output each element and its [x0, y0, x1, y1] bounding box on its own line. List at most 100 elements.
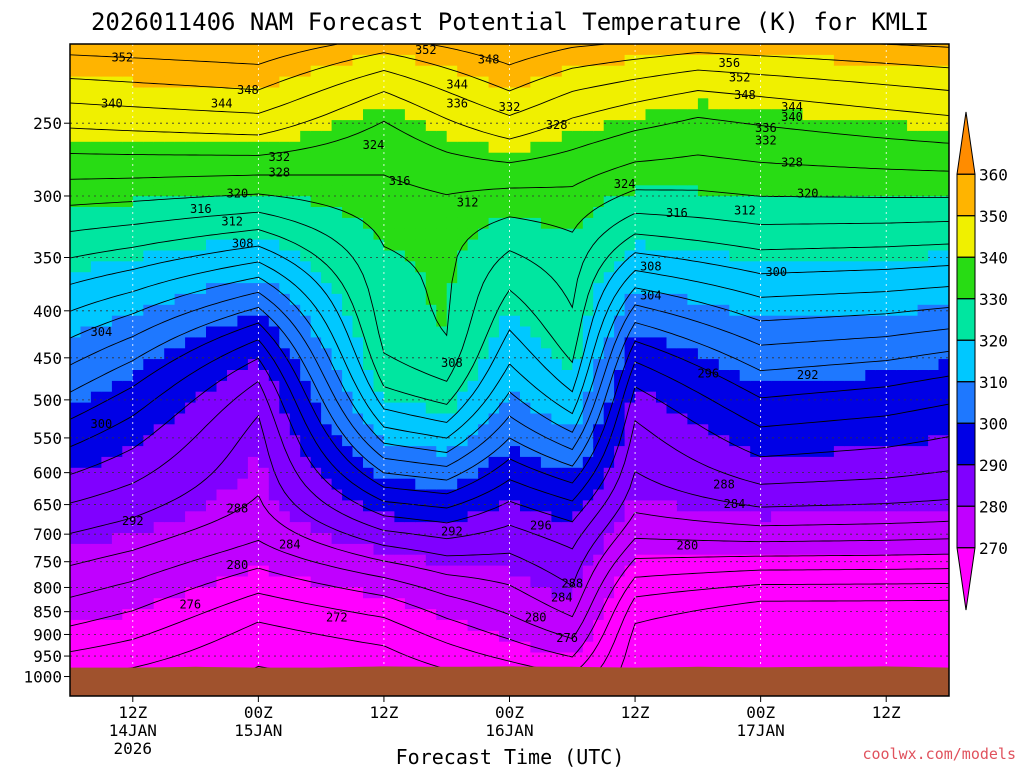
theta-cell — [342, 435, 354, 447]
theta-cell — [802, 543, 814, 556]
theta-cell — [499, 250, 511, 262]
theta-cell — [582, 152, 594, 165]
theta-cell — [530, 141, 542, 154]
theta-cell — [561, 554, 573, 567]
theta-cell — [781, 239, 793, 252]
theta-cell — [509, 44, 521, 56]
theta-cell — [446, 446, 458, 458]
theta-cell — [928, 326, 940, 338]
theta-cell — [404, 370, 416, 382]
theta-cell — [90, 424, 102, 436]
theta-cell — [718, 402, 730, 415]
theta-cell — [457, 141, 469, 154]
theta-cell — [436, 565, 448, 578]
theta-cell — [321, 120, 333, 132]
theta-cell — [436, 98, 448, 110]
theta-cell — [122, 478, 134, 491]
theta-cell — [394, 598, 406, 610]
theta-cell — [268, 152, 280, 165]
theta-cell — [90, 261, 102, 273]
theta-cell — [656, 109, 668, 121]
theta-cell — [70, 109, 82, 121]
theta-cell — [300, 554, 312, 567]
theta-cell — [227, 261, 239, 273]
theta-cell — [227, 141, 239, 154]
theta-cell — [708, 54, 720, 67]
theta-cell — [603, 370, 615, 382]
theta-cell — [875, 239, 887, 252]
theta-cell — [813, 54, 825, 67]
theta-cell — [635, 609, 647, 621]
theta-cell — [174, 424, 186, 436]
theta-cell — [206, 54, 218, 67]
theta-cell — [886, 130, 898, 143]
theta-cell — [132, 533, 144, 545]
theta-cell — [781, 359, 793, 371]
theta-cell — [697, 489, 709, 501]
theta-cell — [520, 130, 532, 143]
theta-cell — [195, 304, 207, 317]
theta-cell — [331, 359, 343, 371]
theta-cell — [457, 641, 469, 654]
theta-cell — [268, 207, 280, 219]
theta-cell — [383, 478, 395, 491]
theta-cell — [488, 207, 500, 219]
theta-cell — [352, 348, 364, 360]
theta-cell — [750, 641, 762, 654]
theta-cell — [394, 619, 406, 632]
theta-cell — [153, 609, 165, 621]
theta-cell — [206, 65, 218, 78]
theta-cell — [373, 489, 385, 501]
theta-cell — [216, 239, 228, 252]
theta-cell — [467, 543, 479, 556]
theta-cell — [478, 630, 490, 643]
theta-cell — [666, 228, 678, 241]
theta-cell — [394, 467, 406, 480]
theta-cell — [886, 402, 898, 415]
theta-cell — [436, 652, 448, 664]
theta-cell — [708, 109, 720, 121]
theta-cell — [593, 44, 605, 56]
theta-cell — [174, 44, 186, 56]
theta-cell — [582, 174, 594, 186]
theta-cell — [781, 587, 793, 599]
theta-cell — [666, 413, 678, 425]
theta-cell — [666, 304, 678, 317]
theta-cell — [227, 641, 239, 654]
theta-cell — [771, 228, 783, 241]
theta-cell — [802, 174, 814, 186]
theta-cell — [687, 163, 699, 175]
theta-cell — [310, 533, 322, 545]
theta-cell — [478, 359, 490, 371]
theta-cell — [645, 652, 657, 664]
theta-cell — [436, 304, 448, 317]
theta-cell — [656, 152, 668, 165]
theta-cell — [676, 609, 688, 621]
theta-cell — [227, 478, 239, 491]
theta-cell — [446, 456, 458, 469]
theta-cell — [875, 576, 887, 588]
theta-cell — [760, 522, 772, 534]
theta-cell — [656, 576, 668, 588]
theta-cell — [143, 141, 155, 154]
theta-cell — [331, 543, 343, 556]
theta-cell — [404, 533, 416, 545]
theta-cell — [153, 500, 165, 512]
theta-cell — [279, 141, 291, 154]
theta-cell — [572, 598, 584, 610]
theta-cell — [227, 598, 239, 610]
theta-cell — [844, 185, 856, 197]
theta-cell — [530, 456, 542, 469]
theta-cell — [676, 587, 688, 599]
theta-cell — [886, 174, 898, 186]
theta-cell — [342, 391, 354, 404]
theta-cell — [363, 424, 375, 436]
theta-cell — [321, 435, 333, 447]
theta-cell — [729, 554, 741, 567]
theta-cell — [488, 576, 500, 588]
theta-cell — [582, 533, 594, 545]
theta-cell — [687, 315, 699, 328]
theta-cell — [520, 326, 532, 338]
theta-cell — [540, 228, 552, 241]
theta-cell — [896, 130, 908, 143]
